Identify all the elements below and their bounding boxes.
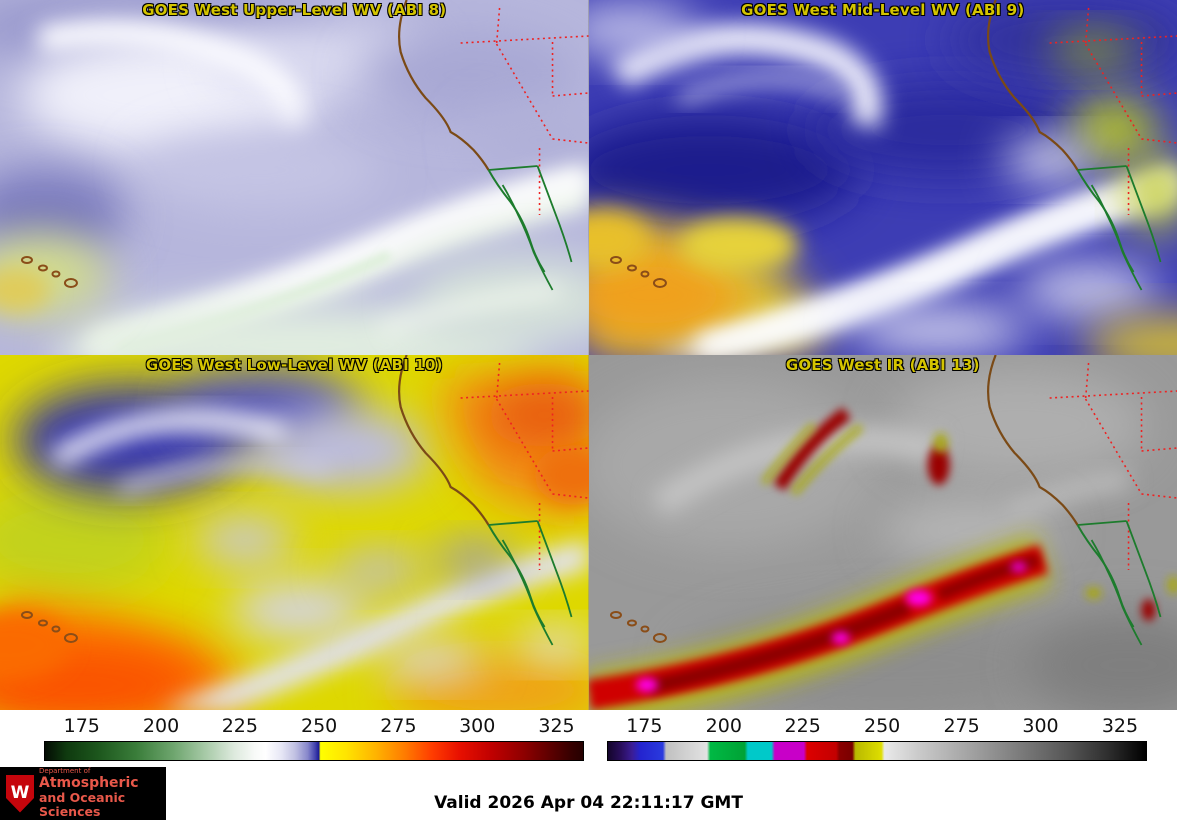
panel-low-wv: GOES West Low-Level WV (ABI 10) (0, 355, 589, 710)
panel-title-mid-wv: GOES West Mid-Level WV (ABI 9) (741, 1, 1025, 19)
logo-line-atmospheric: Atmospheric (39, 774, 139, 791)
tick-label: 200 (142, 715, 180, 737)
tick-label: 300 (459, 715, 496, 737)
valid-time-label: Valid 2026 Apr 04 22:11:17 GMT (434, 793, 743, 813)
tick-label: 300 (1022, 715, 1059, 737)
colorbar-wv: 175 200 225 250 275 300 325 (0, 715, 589, 764)
mid-wv-satellite-image (588, 0, 1177, 355)
logo-line-department: Department of (39, 767, 91, 776)
tick-label: 250 (864, 715, 901, 737)
tick-label: 275 (380, 715, 417, 737)
tick-label: 325 (1101, 715, 1139, 737)
panel-ir: GOES West IR (ABI 13) (588, 355, 1177, 710)
colorbar-wv-gradient (44, 741, 584, 761)
upper-wv-satellite-image (0, 0, 589, 355)
tick-label: 325 (538, 715, 575, 737)
colorbar-wv-ticks: 175 200 225 250 275 300 325 (44, 715, 584, 741)
crest-letter: W (10, 783, 30, 803)
tick-label: 250 (301, 715, 338, 737)
panel-title-ir: GOES West IR (ABI 13) (785, 356, 980, 374)
tick-label: 175 (626, 715, 663, 737)
footer: W Department of Atmospheric and Oceanic … (0, 764, 1177, 820)
ir-satellite-image (588, 355, 1177, 710)
panel-title-low-wv: GOES West Low-Level WV (ABI 10) (145, 356, 443, 374)
colorbar-ir-ticks: 175 200 225 250 275 300 325 (607, 715, 1148, 741)
low-wv-satellite-image (0, 355, 589, 710)
logo-text: Department of Atmospheric and Oceanic Sc… (39, 767, 160, 820)
colorbar-ir: 175 200 225 250 275 300 325 (589, 715, 1177, 764)
satellite-grid: GOES West Upper-Level WV (ABI 8) (0, 0, 1177, 710)
colorbar-row: 175 200 225 250 275 300 325 175 200 225 … (0, 710, 1177, 764)
panel-title-upper-wv: GOES West Upper-Level WV (ABI 8) (142, 1, 447, 19)
tick-label: 175 (63, 715, 100, 737)
tick-label: 200 (705, 715, 742, 737)
colorbar-ir-gradient (606, 741, 1147, 761)
uw-aos-logo: W Department of Atmospheric and Oceanic … (0, 767, 166, 820)
tick-label: 225 (221, 715, 258, 737)
panel-upper-wv: GOES West Upper-Level WV (ABI 8) (0, 0, 589, 355)
tick-label: 225 (784, 715, 821, 737)
panel-mid-wv: GOES West Mid-Level WV (ABI 9) (588, 0, 1177, 355)
tick-label: 275 (943, 715, 980, 737)
logo-line-oceanic: and Oceanic Sciences (39, 790, 126, 820)
